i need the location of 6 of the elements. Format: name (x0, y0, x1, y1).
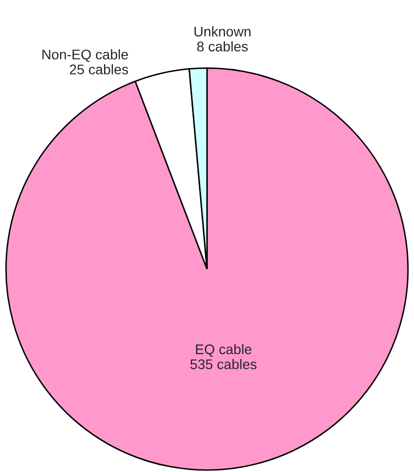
data-label: 535 cables (190, 358, 257, 370)
data-label: 25 cables (70, 64, 128, 74)
slice-label: EQ cable (196, 344, 252, 357)
data-label: 8 cables (197, 41, 248, 52)
slice-label: Unknown (194, 26, 250, 37)
slice-label: Non-EQ cable (42, 49, 128, 62)
